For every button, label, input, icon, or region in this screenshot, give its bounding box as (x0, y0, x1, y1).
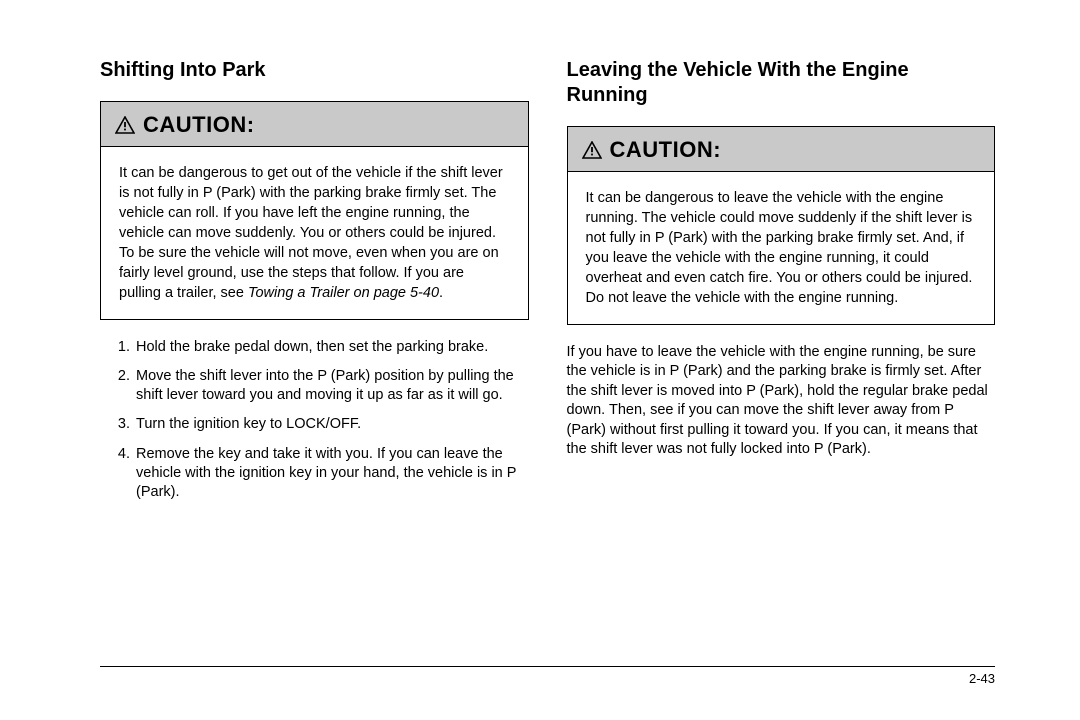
right-caution-box: CAUTION: It can be dangerous to leave th… (567, 126, 996, 325)
right-paragraph: If you have to leave the vehicle with th… (567, 343, 996, 460)
caution-text-prefix: It can be dangerous to get out of the ve… (119, 165, 503, 301)
page-footer: 2-43 (100, 666, 995, 686)
warning-triangle-icon (115, 116, 135, 134)
footer-rule (100, 666, 995, 667)
left-heading: Shifting Into Park (100, 58, 529, 83)
list-item: Hold the brake pedal down, then set the … (134, 338, 529, 357)
warning-triangle-icon (582, 141, 602, 159)
caution-text-suffix: . (439, 285, 443, 301)
caution-header: CAUTION: (568, 127, 995, 172)
two-column-layout: Shifting Into Park CAUTION: It can be da… (100, 58, 995, 512)
list-item: Move the shift lever into the P (Park) p… (134, 367, 529, 405)
caution-header: CAUTION: (101, 102, 528, 147)
caution-reference: Towing a Trailer on page 5-40 (248, 285, 439, 301)
list-item: Turn the ignition key to LOCK/OFF. (134, 415, 529, 434)
list-item: Remove the key and take it with you. If … (134, 445, 529, 502)
right-caution-body: It can be dangerous to leave the vehicle… (568, 172, 995, 324)
page-number: 2-43 (100, 671, 995, 686)
right-heading: Leaving the Vehicle With the Engine Runn… (567, 58, 996, 108)
steps-list: Hold the brake pedal down, then set the … (100, 338, 529, 502)
left-column: Shifting Into Park CAUTION: It can be da… (100, 58, 529, 512)
caution-label: CAUTION: (610, 137, 722, 163)
caution-label: CAUTION: (143, 112, 255, 138)
left-caution-body: It can be dangerous to get out of the ve… (101, 147, 528, 319)
manual-page: Shifting Into Park CAUTION: It can be da… (0, 0, 1080, 720)
right-column: Leaving the Vehicle With the Engine Runn… (567, 58, 996, 512)
left-caution-box: CAUTION: It can be dangerous to get out … (100, 101, 529, 320)
